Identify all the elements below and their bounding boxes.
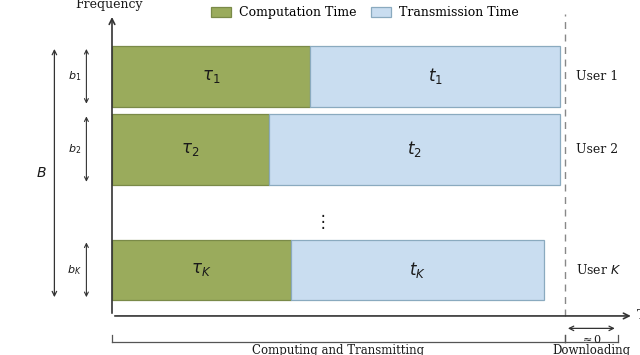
Text: Computing and Transmitting: Computing and Transmitting <box>253 344 424 355</box>
Text: $b_1$: $b_1$ <box>68 70 81 83</box>
Text: User 2: User 2 <box>576 143 618 155</box>
Bar <box>112 114 269 185</box>
Text: $\tau_2$: $\tau_2$ <box>181 141 200 158</box>
Text: $t_2$: $t_2$ <box>407 139 422 159</box>
Text: $B$: $B$ <box>36 166 47 180</box>
Text: $\vdots$: $\vdots$ <box>314 212 326 231</box>
Text: User 1: User 1 <box>576 70 618 83</box>
Text: Frequency: Frequency <box>75 0 143 11</box>
Text: $\approx$0: $\approx$0 <box>580 333 602 345</box>
Text: $b_K$: $b_K$ <box>67 263 81 277</box>
Text: $b_2$: $b_2$ <box>68 142 81 156</box>
Text: $t_K$: $t_K$ <box>409 260 426 280</box>
Text: $\tau_1$: $\tau_1$ <box>202 68 220 85</box>
Text: Downloading: Downloading <box>552 344 630 355</box>
Text: $\tau_K$: $\tau_K$ <box>191 261 212 278</box>
Bar <box>112 240 291 300</box>
Bar <box>112 46 310 106</box>
Bar <box>310 46 560 106</box>
Legend: Computation Time, Transmission Time: Computation Time, Transmission Time <box>211 6 518 19</box>
Text: User $K$: User $K$ <box>576 263 621 277</box>
Text: Time: Time <box>637 310 640 322</box>
Bar <box>291 240 544 300</box>
Text: $t_1$: $t_1$ <box>428 66 443 86</box>
Bar <box>269 114 560 185</box>
